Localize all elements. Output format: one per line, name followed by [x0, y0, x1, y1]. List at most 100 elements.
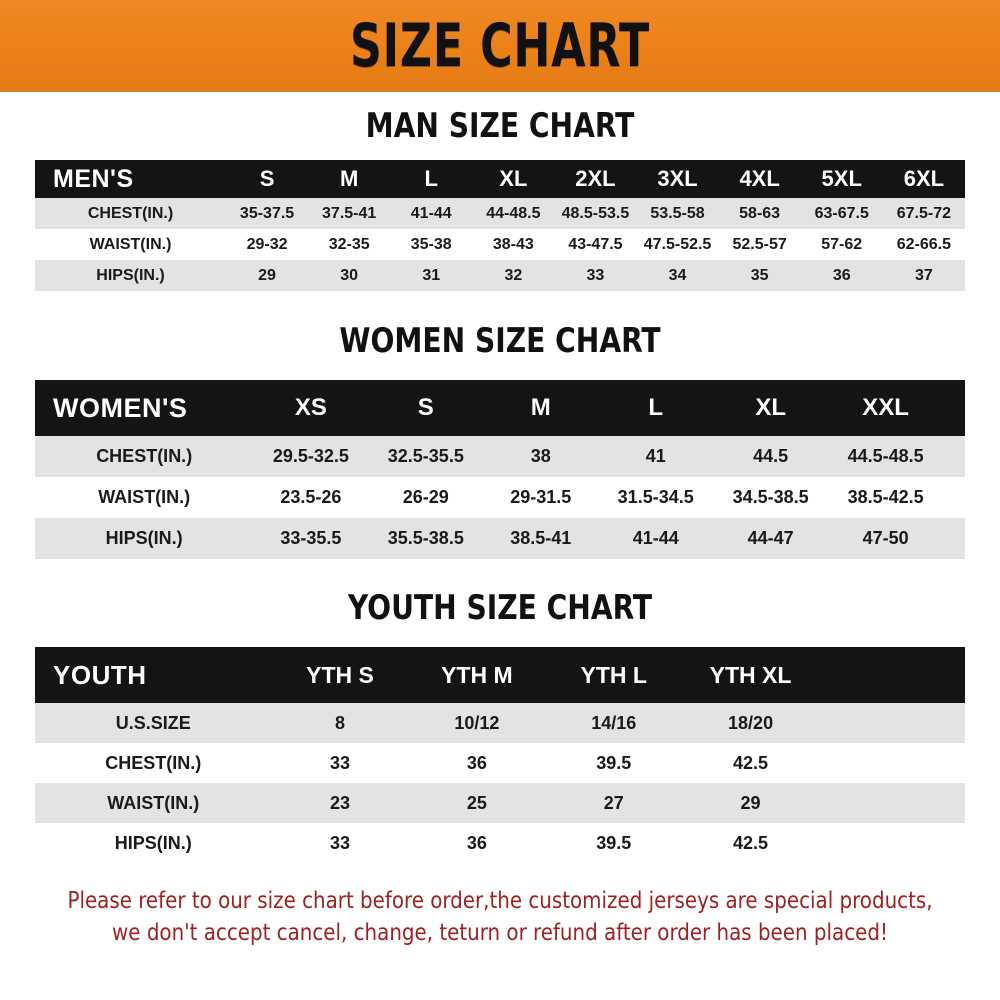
women-cell: 32.5-35.5 — [368, 436, 484, 477]
women-cell: 44.5-48.5 — [828, 436, 944, 477]
men-cell: 30 — [308, 260, 391, 291]
men-size-header: S — [226, 160, 309, 198]
women-cell: 26-29 — [368, 477, 484, 518]
women-size-table: WOMEN'S XS S M L XL XXL CHEST(IN.) 29.5-32.5 32.… — [35, 380, 965, 559]
men-row-label: HIPS(IN.) — [35, 260, 227, 291]
men-size-header: 3XL — [636, 160, 719, 198]
youth-size-header: YTH L — [545, 647, 683, 703]
men-cell: 29 — [226, 260, 309, 291]
men-cell: 35 — [718, 260, 801, 291]
youth-cell-filler — [818, 783, 965, 823]
women-cell-filler — [943, 436, 965, 477]
youth-section-title: YOUTH SIZE CHART — [347, 588, 653, 628]
women-cell: 31.5-34.5 — [598, 477, 714, 518]
men-size-header: 2XL — [554, 160, 637, 198]
men-cell: 47.5-52.5 — [636, 229, 719, 260]
youth-row-label: HIPS(IN.) — [35, 823, 272, 863]
page-banner: SIZE CHART — [0, 0, 1000, 92]
women-cell: 23.5-26 — [253, 477, 369, 518]
men-size-header: 6XL — [882, 160, 965, 198]
men-cell: 53.5-58 — [636, 198, 719, 229]
men-cell: 37.5-41 — [308, 198, 391, 229]
youth-size-header: YTH S — [271, 647, 409, 703]
women-cell-filler — [943, 518, 965, 559]
youth-cell: 29 — [682, 783, 819, 823]
youth-cell: 25 — [408, 783, 546, 823]
women-size-header: L — [598, 380, 714, 436]
youth-cell: 36 — [408, 743, 546, 783]
youth-cell: 33 — [271, 823, 409, 863]
men-size-header: 5XL — [800, 160, 883, 198]
youth-cell: 10/12 — [408, 703, 546, 743]
youth-table-wrapper: YOUTH YTH S YTH M YTH L YTH XL U.S.SIZE 8 10/1… — [35, 647, 965, 863]
men-corner-label: MEN'S — [35, 160, 227, 198]
men-cell: 48.5-53.5 — [554, 198, 637, 229]
men-cell: 44-48.5 — [472, 198, 555, 229]
youth-header-row: YOUTH YTH S YTH M YTH L YTH XL — [35, 647, 965, 703]
women-cell: 38.5-42.5 — [828, 477, 944, 518]
men-cell: 31 — [390, 260, 473, 291]
women-cell: 38.5-41 — [483, 518, 599, 559]
youth-size-header: YTH XL — [682, 647, 819, 703]
youth-cell: 27 — [545, 783, 683, 823]
youth-size-table: YOUTH YTH S YTH M YTH L YTH XL U.S.SIZE 8 10/1… — [35, 647, 965, 863]
men-size-section: MAN SIZE CHART MEN'S S M L XL 2XL 3XL 4XL 5XL 6XL… — [0, 92, 1000, 291]
women-cell-filler — [943, 477, 965, 518]
men-row-label: WAIST(IN.) — [35, 229, 227, 260]
men-size-header: L — [390, 160, 473, 198]
youth-cell: 33 — [271, 743, 409, 783]
women-header-row: WOMEN'S XS S M L XL XXL — [35, 380, 965, 436]
youth-header-filler — [818, 647, 965, 703]
youth-cell-filler — [818, 703, 965, 743]
women-cell: 29.5-32.5 — [253, 436, 369, 477]
youth-corner-label: YOUTH — [35, 647, 272, 703]
youth-size-section: YOUTH SIZE CHART YOUTH YTH S YTH M YTH L YTH… — [0, 559, 1000, 863]
youth-table-row: HIPS(IN.) 33 36 39.5 42.5 — [35, 823, 965, 863]
page-title: SIZE CHART — [349, 11, 651, 81]
women-size-header: XL — [713, 380, 829, 436]
men-header-row: MEN'S S M L XL 2XL 3XL 4XL 5XL 6XL — [35, 160, 965, 198]
men-table-body: MEN'S S M L XL 2XL 3XL 4XL 5XL 6XL CHEST(IN.) 35-37… — [35, 160, 965, 291]
men-table-wrapper: MEN'S S M L XL 2XL 3XL 4XL 5XL 6XL CHEST(IN.) 35-37… — [35, 160, 965, 291]
men-cell: 32 — [472, 260, 555, 291]
youth-table-row: U.S.SIZE 8 10/12 14/16 18/20 — [35, 703, 965, 743]
men-size-header: 4XL — [718, 160, 801, 198]
men-cell: 57-62 — [800, 229, 883, 260]
men-size-header: XL — [472, 160, 555, 198]
men-cell: 33 — [554, 260, 637, 291]
men-section-title: MAN SIZE CHART — [365, 106, 635, 146]
youth-size-header: YTH M — [408, 647, 546, 703]
women-cell: 29-31.5 — [483, 477, 599, 518]
women-table-wrapper: WOMEN'S XS S M L XL XXL CHEST(IN.) 29.5-32.5 32.… — [35, 380, 965, 559]
women-cell: 44.5 — [713, 436, 829, 477]
men-row-label: CHEST(IN.) — [35, 198, 227, 229]
women-size-section: WOMEN SIZE CHART WOMEN'S XS S M L XL XXL CHEST… — [0, 291, 1000, 559]
women-row-label: WAIST(IN.) — [35, 477, 254, 518]
youth-cell: 14/16 — [545, 703, 683, 743]
women-size-header: S — [368, 380, 484, 436]
women-size-header: XS — [253, 380, 369, 436]
men-cell: 29-32 — [226, 229, 309, 260]
youth-cell-filler — [818, 823, 965, 863]
men-cell: 34 — [636, 260, 719, 291]
men-cell: 32-35 — [308, 229, 391, 260]
men-cell: 43-47.5 — [554, 229, 637, 260]
women-header-filler — [943, 380, 965, 436]
men-size-header: M — [308, 160, 391, 198]
women-size-header: M — [483, 380, 599, 436]
women-cell: 35.5-38.5 — [368, 518, 484, 559]
youth-cell: 42.5 — [682, 823, 819, 863]
women-cell: 44-47 — [713, 518, 829, 559]
women-cell: 33-35.5 — [253, 518, 369, 559]
men-size-table: MEN'S S M L XL 2XL 3XL 4XL 5XL 6XL CHEST(IN.) 35-37… — [35, 160, 965, 291]
men-cell: 41-44 — [390, 198, 473, 229]
women-cell: 34.5-38.5 — [713, 477, 829, 518]
youth-row-label: CHEST(IN.) — [35, 743, 272, 783]
men-table-row: HIPS(IN.) 29 30 31 32 33 34 35 36 37 — [35, 260, 965, 291]
men-cell: 35-37.5 — [226, 198, 309, 229]
youth-table-row: CHEST(IN.) 33 36 39.5 42.5 — [35, 743, 965, 783]
youth-cell: 36 — [408, 823, 546, 863]
page-body: MAN SIZE CHART MEN'S S M L XL 2XL 3XL 4XL 5XL 6XL… — [0, 92, 1000, 949]
men-table-row: WAIST(IN.) 29-32 32-35 35-38 38-43 43-47.5 47.… — [35, 229, 965, 260]
men-cell: 58-63 — [718, 198, 801, 229]
